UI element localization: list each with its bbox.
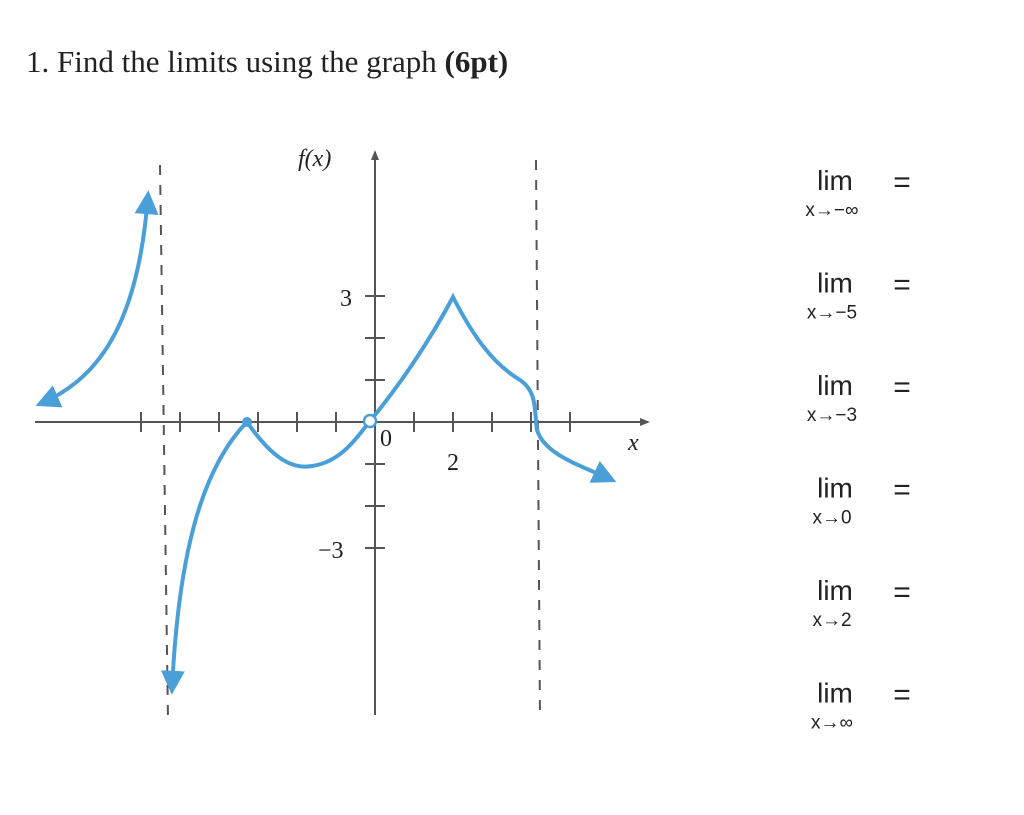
y-axis-label: f(x): [298, 146, 331, 172]
limit-subscript: x→2: [812, 610, 851, 631]
tick-label: 2: [447, 450, 459, 476]
limit-equals: =: [893, 576, 911, 609]
limit-equals: =: [893, 371, 911, 404]
question-title: 1. Find the limits using the graph (6pt): [26, 44, 508, 79]
curve: [35, 190, 159, 408]
limit-subscript: x→−3: [807, 405, 857, 426]
open-point: [362, 413, 378, 429]
asymptote: [535, 159, 541, 721]
graph: f(x) x 3 −3 0 2: [35, 146, 650, 721]
asymptote: [159, 164, 169, 721]
limit-equals: =: [893, 474, 911, 507]
closed-point: [242, 417, 252, 427]
limit-subscript: x→−5: [807, 303, 857, 324]
tick-label: −3: [318, 538, 344, 564]
limit-equals: =: [893, 166, 911, 199]
x-axis-label: x: [627, 430, 639, 456]
curve: [160, 418, 372, 695]
limit-operator: lim: [817, 268, 853, 299]
limit-equals: =: [893, 269, 911, 302]
limit-subscript: x→−∞: [805, 200, 858, 221]
limits: lim x→−∞ = lim x→−5 = lim x→−3 = lim x→0 = lim x→2 = li…: [805, 165, 910, 734]
limit-operator: lim: [817, 678, 853, 709]
curve: [368, 292, 617, 483]
limit-operator: lim: [817, 370, 853, 401]
limit-subscript: x→0: [812, 508, 851, 529]
limit-subscript: x→∞: [811, 713, 853, 734]
limit-operator: lim: [817, 165, 853, 196]
tick-label: 0: [380, 426, 392, 452]
limit-equals: =: [893, 679, 911, 712]
limit-operator: lim: [817, 575, 853, 606]
tick-label: 3: [340, 286, 352, 312]
limit-operator: lim: [817, 473, 853, 504]
